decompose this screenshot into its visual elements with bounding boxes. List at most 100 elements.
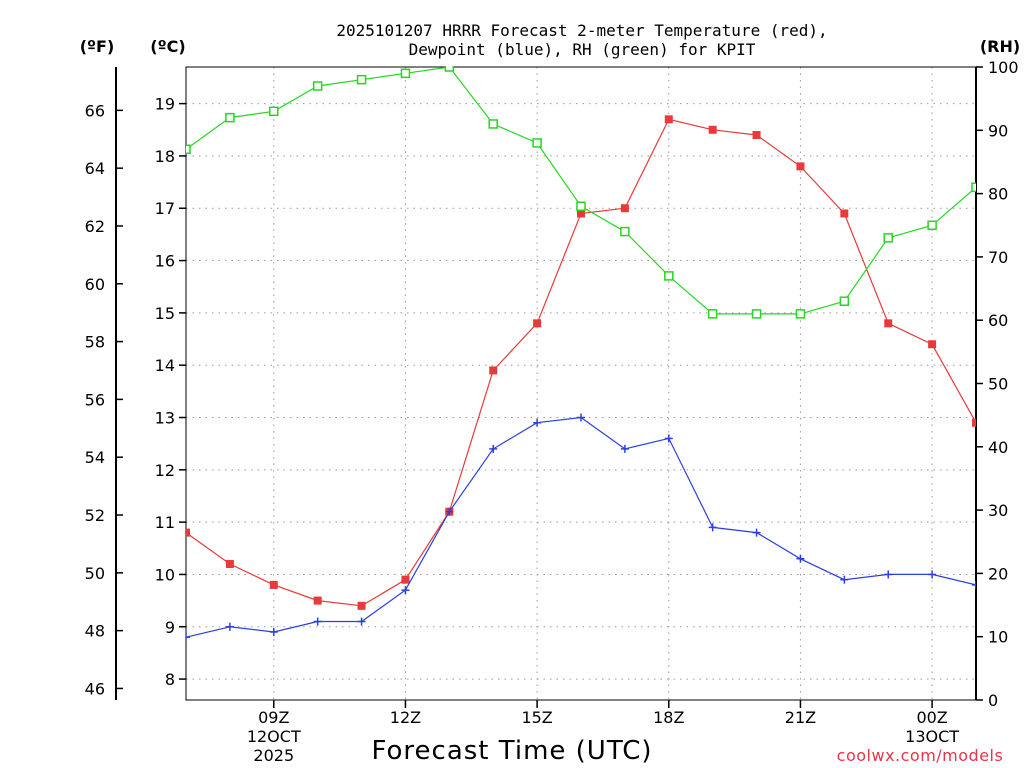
temperature-point xyxy=(577,209,585,218)
dewpoint-point xyxy=(445,507,454,516)
rh-tick-label: 80 xyxy=(988,185,1008,204)
plot-frame xyxy=(185,66,977,701)
fahrenheit-axis-unit-label: (ºF) xyxy=(80,37,115,56)
axes: 46 48 50 52 54 56 58 60 62 64 66 8 9 10 11 12 13 14 15 16 17… xyxy=(85,58,1019,765)
fahrenheit-tick-label: 62 xyxy=(85,217,105,236)
rh-point xyxy=(971,182,976,193)
fahrenheit-tick-label: 58 xyxy=(85,333,105,352)
rh-point xyxy=(269,106,279,117)
x-tick-date-label: 12OCT xyxy=(247,727,301,746)
temperature-point xyxy=(533,319,542,328)
dewpoint-point xyxy=(796,554,805,563)
x-tick-label: 00Z xyxy=(916,708,947,727)
temperature-point xyxy=(972,418,976,427)
temperature-point xyxy=(269,580,278,589)
fahrenheit-tick-label: 56 xyxy=(85,390,105,409)
x-tick-year-label: 2025 xyxy=(253,746,294,765)
fahrenheit-tick-label: 54 xyxy=(85,448,105,467)
celsius-tick-label: 13 xyxy=(155,409,175,428)
fahrenheit-tick-label: 52 xyxy=(85,506,105,525)
temperature-point xyxy=(225,559,234,568)
rh-tick-label: 30 xyxy=(988,501,1008,520)
series-group xyxy=(186,66,976,642)
temperature-point xyxy=(313,596,322,605)
temperature-series-line xyxy=(186,118,976,607)
rh-point xyxy=(707,309,718,319)
x-tick-label: 12Z xyxy=(390,708,421,727)
temperature-point xyxy=(186,528,190,537)
rh-tick-label: 50 xyxy=(988,375,1008,394)
celsius-axis-unit-label: (ºC) xyxy=(150,37,185,56)
rh-point xyxy=(576,201,586,212)
dewpoint-point xyxy=(620,444,629,453)
dewpoint-series-line xyxy=(186,416,976,638)
dewpoint-point xyxy=(269,627,278,636)
chart-title-line2: Dewpoint (blue), RH (green) for KPIT xyxy=(409,40,756,59)
rh-tick-label: 60 xyxy=(988,311,1008,330)
series-layer xyxy=(186,66,976,642)
rh-point xyxy=(400,68,411,79)
celsius-tick-label: 14 xyxy=(155,356,175,375)
temperature-point xyxy=(796,162,805,171)
fahrenheit-tick-label: 60 xyxy=(85,275,105,294)
x-tick-label: 21Z xyxy=(785,708,816,727)
rh-tick-label: 10 xyxy=(988,628,1008,647)
dewpoint-point xyxy=(313,617,322,626)
dewpoint-point xyxy=(928,570,937,579)
x-axis-title: Forecast Time (UTC) xyxy=(371,736,652,766)
dewpoint-point xyxy=(357,617,366,626)
dewpoint-point xyxy=(664,434,673,443)
rh-point xyxy=(225,112,235,123)
dewpoint-point xyxy=(401,586,410,595)
temperature-point xyxy=(752,131,761,140)
rh-point xyxy=(532,138,542,148)
rh-point xyxy=(620,226,630,237)
celsius-tick-label: 15 xyxy=(155,304,175,323)
dewpoint-point xyxy=(884,570,893,579)
rh-point xyxy=(312,81,323,91)
fahrenheit-tick-label: 66 xyxy=(85,101,105,120)
celsius-tick-label: 16 xyxy=(155,252,175,271)
temperature-point xyxy=(708,125,717,134)
watermark-text: coolwx.com/models xyxy=(837,746,1004,765)
celsius-tick-label: 11 xyxy=(155,513,175,532)
temperature-point xyxy=(489,366,498,375)
rh-tick-label: 100 xyxy=(988,58,1019,77)
rh-point xyxy=(883,233,893,243)
temperature-point xyxy=(664,115,673,124)
rh-tick-label: 20 xyxy=(988,564,1008,583)
dewpoint-point xyxy=(972,580,976,589)
x-tick-label: 18Z xyxy=(653,708,684,727)
dewpoint-point xyxy=(489,444,498,453)
rh-point xyxy=(795,309,806,319)
x-tick-label: 09Z xyxy=(258,708,289,727)
rh-point xyxy=(751,309,762,319)
temperature-point xyxy=(884,319,893,328)
dewpoint-point xyxy=(225,622,234,631)
fahrenheit-tick-label: 50 xyxy=(85,564,105,583)
rh-point xyxy=(356,74,367,85)
celsius-tick-label: 18 xyxy=(155,147,175,166)
x-tick-date-label: 13OCT xyxy=(905,727,959,746)
dewpoint-point xyxy=(840,575,849,584)
rh-point xyxy=(444,66,455,72)
rh-tick-label: 0 xyxy=(988,691,998,710)
dewpoint-point xyxy=(577,413,585,422)
x-tick-label: 15Z xyxy=(521,708,552,727)
dewpoint-point xyxy=(708,523,717,532)
rh-point xyxy=(664,271,674,281)
rh-point xyxy=(839,296,850,306)
celsius-tick-label: 10 xyxy=(155,565,175,584)
rh-point xyxy=(927,220,937,230)
rh-tick-label: 90 xyxy=(988,121,1008,140)
temperature-point xyxy=(840,209,849,218)
rh-axis-unit-label: (RH) xyxy=(980,37,1020,56)
celsius-tick-label: 19 xyxy=(155,95,175,114)
fahrenheit-tick-label: 48 xyxy=(85,622,105,641)
temperature-point xyxy=(928,340,937,349)
chart-title-line1: 2025101207 HRRR Forecast 2-meter Tempera… xyxy=(336,21,827,40)
dewpoint-point xyxy=(186,633,190,642)
fahrenheit-tick-label: 46 xyxy=(85,679,105,698)
celsius-tick-label: 12 xyxy=(155,461,175,480)
